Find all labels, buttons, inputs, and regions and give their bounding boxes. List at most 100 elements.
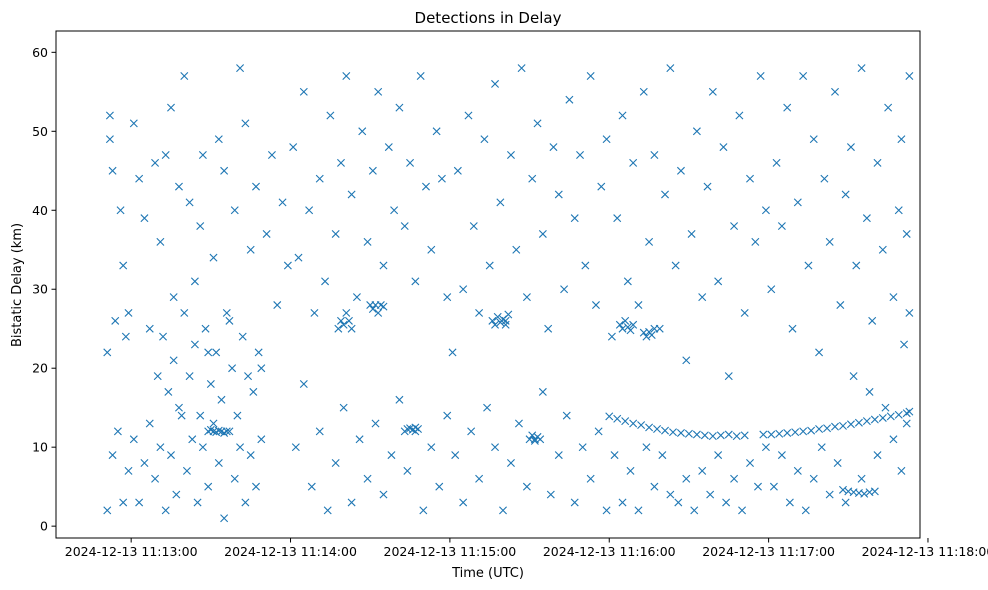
data-point [212, 348, 221, 357]
data-point [581, 261, 590, 270]
data-point [493, 312, 502, 321]
data-point [230, 474, 239, 483]
data-point [374, 87, 383, 96]
data-point [241, 498, 250, 507]
data-point [379, 490, 388, 499]
data-point [344, 316, 353, 325]
data-point [278, 198, 287, 207]
data-point [289, 143, 298, 152]
data-point [337, 316, 345, 325]
data-point [169, 293, 178, 302]
data-point [783, 428, 792, 437]
y-tick-label: 60 [32, 45, 48, 60]
y-tick-label: 30 [32, 282, 48, 297]
data-point [159, 332, 168, 341]
y-tick-label: 40 [32, 203, 48, 218]
data-point [421, 182, 430, 191]
data-point [103, 348, 112, 357]
data-point [533, 119, 542, 128]
data-point [862, 214, 871, 223]
data-point [607, 332, 616, 341]
data-point [658, 451, 667, 460]
data-point [634, 506, 643, 515]
data-point [225, 427, 234, 436]
data-point [793, 466, 802, 475]
data-point [708, 432, 717, 441]
data-point [294, 253, 303, 262]
data-point [777, 451, 786, 460]
data-point [804, 261, 813, 270]
data-point [724, 372, 733, 381]
data-point [238, 332, 247, 341]
data-point [700, 431, 709, 440]
data-point [103, 506, 112, 515]
data-point [379, 261, 388, 270]
data-point [517, 64, 526, 73]
data-point [193, 498, 202, 507]
data-point [554, 451, 563, 460]
data-point [868, 316, 877, 325]
data-point [347, 324, 356, 333]
data-point [669, 428, 677, 437]
data-point [613, 214, 622, 223]
data-point [639, 87, 648, 96]
x-axis-title: Time (UTC) [451, 566, 524, 581]
data-point [363, 474, 372, 483]
data-point [334, 324, 343, 333]
data-point [841, 498, 850, 507]
data-point [459, 498, 468, 507]
data-point [220, 166, 229, 175]
data-point [703, 182, 712, 191]
data-point [339, 320, 348, 329]
data-point [586, 72, 595, 81]
data-point [209, 419, 218, 428]
data-point [536, 435, 545, 444]
data-point [809, 135, 818, 144]
data-point [544, 324, 553, 333]
data-point [246, 451, 255, 460]
data-point [902, 419, 911, 428]
data-point [153, 372, 162, 381]
data-point [661, 190, 670, 199]
data-point [626, 326, 635, 335]
data-point [249, 387, 258, 396]
data-point [236, 443, 245, 452]
data-point [578, 443, 587, 452]
data-point [767, 285, 776, 294]
data-point [562, 411, 571, 420]
data-point [145, 324, 154, 333]
data-point [576, 150, 585, 159]
data-point [761, 206, 770, 215]
data-point [273, 301, 282, 310]
data-point [214, 458, 223, 467]
data-point [254, 348, 263, 357]
data-point [337, 158, 345, 167]
data-point [761, 443, 770, 452]
data-point [220, 514, 229, 523]
data-point [119, 261, 128, 270]
data-point [459, 285, 468, 294]
data-point [246, 245, 255, 254]
data-point [682, 474, 691, 483]
data-point [528, 431, 537, 440]
data-point [185, 372, 194, 381]
data-point [629, 158, 638, 167]
data-point [714, 451, 723, 460]
data-point [666, 490, 675, 499]
plot-frame [55, 30, 921, 539]
data-point [653, 425, 662, 434]
data-point [358, 127, 367, 136]
data-point [629, 320, 638, 329]
data-point [605, 412, 614, 421]
data-point [565, 95, 574, 104]
data-point [698, 293, 707, 302]
data-point [222, 427, 231, 436]
data-point [852, 261, 861, 270]
data-point [841, 190, 850, 199]
data-point [172, 490, 181, 499]
data-point [342, 308, 351, 317]
data-point [817, 443, 826, 452]
data-point [714, 277, 723, 286]
data-point [496, 198, 505, 207]
data-point [177, 411, 186, 420]
